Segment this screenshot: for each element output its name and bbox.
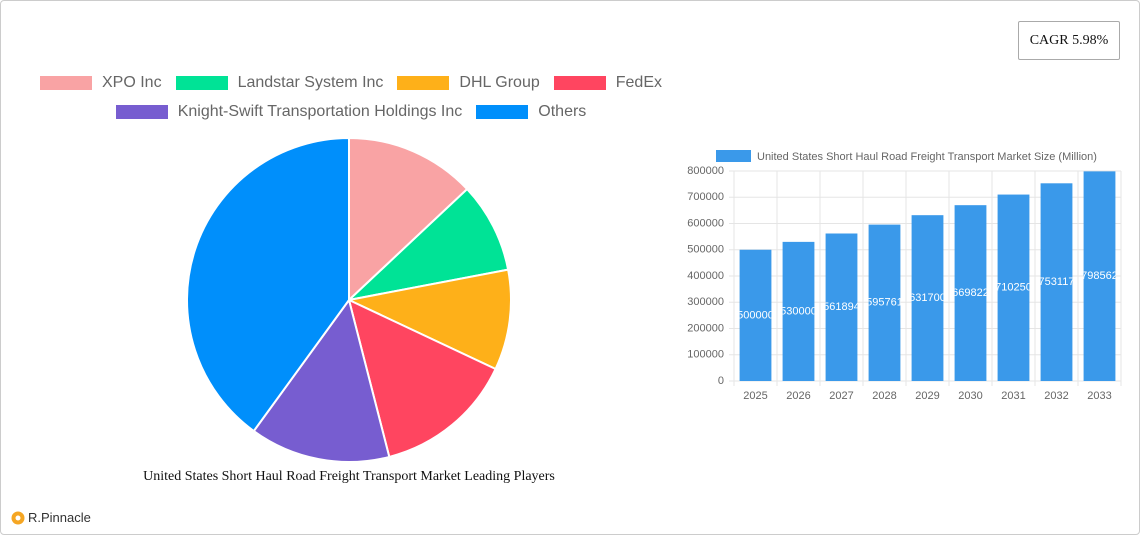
brand-text: R.Pinnacle bbox=[28, 510, 91, 525]
legend-label: Others bbox=[538, 103, 587, 120]
legend-item: Landstar System Inc bbox=[175, 73, 384, 93]
pie-legend: XPO Inc Landstar System Inc DHL Group FedEx… bbox=[21, 73, 681, 122]
legend-item: DHL Group bbox=[397, 73, 540, 93]
x-tick-label: 2030 bbox=[958, 390, 982, 402]
x-tick-label: 2027 bbox=[829, 390, 853, 402]
legend-label: XPO Inc bbox=[102, 74, 162, 91]
x-tick-label: 2033 bbox=[1087, 390, 1111, 402]
y-tick-label: 700000 bbox=[687, 191, 724, 203]
legend-label: Knight-Swift Transportation Holdings Inc bbox=[177, 103, 463, 120]
bar bbox=[825, 233, 858, 381]
legend-swatch bbox=[397, 76, 450, 90]
brand-logo bbox=[11, 511, 25, 524]
cagr-box: CAGR 5.98% bbox=[1018, 21, 1120, 60]
data-label: 631700 bbox=[909, 292, 946, 304]
legend-swatch bbox=[716, 150, 751, 162]
y-tick-label: 300000 bbox=[687, 296, 724, 308]
bar bbox=[782, 241, 815, 381]
data-label: 710250 bbox=[995, 282, 1032, 294]
y-tick-label: 400000 bbox=[687, 270, 724, 282]
y-tick-label: 200000 bbox=[687, 322, 724, 334]
pie-slice bbox=[347, 298, 497, 459]
data-label: 753117 bbox=[1039, 276, 1075, 288]
x-tick-label: 2029 bbox=[915, 390, 939, 402]
x-tick-label: 2028 bbox=[872, 390, 896, 402]
legend-label: Landstar System Inc bbox=[237, 74, 384, 91]
x-tick-label: 2031 bbox=[1001, 390, 1025, 402]
legend-label: United States Short Haul Road Freight Tr… bbox=[757, 151, 1097, 163]
bar bbox=[911, 215, 944, 381]
legend-item: Others bbox=[476, 102, 586, 122]
pie-slice bbox=[252, 297, 391, 463]
legend-swatch bbox=[115, 105, 168, 119]
legend-swatch bbox=[553, 76, 606, 90]
x-tick-label: 2032 bbox=[1044, 390, 1068, 402]
data-label: 798562 bbox=[1081, 270, 1118, 282]
x-tick-label: 2026 bbox=[786, 390, 810, 402]
data-label: 500000 bbox=[737, 309, 774, 321]
bar bbox=[997, 194, 1030, 381]
legend-swatch bbox=[175, 76, 228, 90]
data-label: 595761 bbox=[866, 297, 903, 309]
pie-slice bbox=[345, 268, 512, 371]
brand: R.Pinnacle bbox=[11, 510, 91, 525]
y-tick-label: 0 bbox=[718, 375, 724, 387]
pie-slice bbox=[186, 136, 350, 433]
y-tick-label: 500000 bbox=[687, 244, 724, 256]
legend-label: FedEx bbox=[615, 74, 662, 91]
y-tick-label: 800000 bbox=[687, 165, 724, 177]
data-label: 530000 bbox=[780, 305, 817, 317]
pie-slice bbox=[348, 136, 469, 303]
legend-label: DHL Group bbox=[459, 74, 540, 91]
pie-title: United States Short Haul Road Freight Tr… bbox=[143, 469, 555, 484]
legend-item: XPO Inc bbox=[40, 73, 162, 93]
legend-swatch bbox=[476, 105, 529, 119]
legend-item: Knight-Swift Transportation Holdings Inc bbox=[115, 102, 463, 122]
y-tick-label: 600000 bbox=[687, 217, 724, 229]
y-tick-label: 100000 bbox=[687, 349, 724, 361]
x-tick-label: 2025 bbox=[743, 390, 767, 402]
data-label: 669822 bbox=[952, 287, 989, 299]
bar bbox=[739, 249, 772, 381]
bar bbox=[1083, 171, 1116, 381]
pie-slice bbox=[345, 187, 510, 302]
legend-item: FedEx bbox=[553, 73, 662, 93]
bar bbox=[954, 205, 987, 381]
bar bbox=[868, 224, 901, 381]
legend-swatch bbox=[40, 76, 92, 90]
data-label: 561894 bbox=[823, 301, 860, 313]
bar bbox=[1040, 183, 1073, 381]
